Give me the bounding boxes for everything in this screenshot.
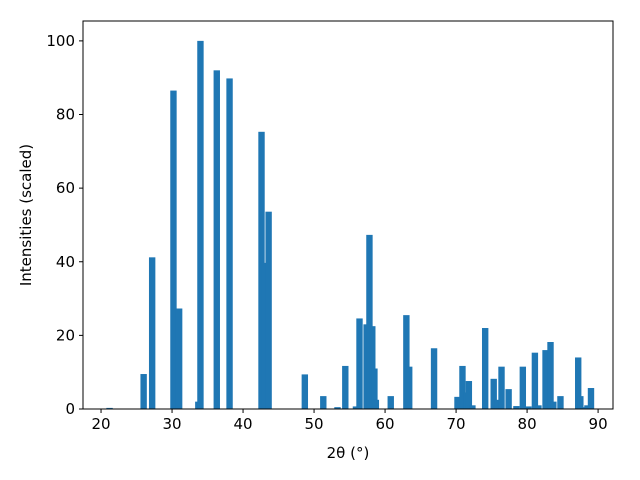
bar <box>170 90 177 409</box>
plot-frame <box>82 20 614 410</box>
bar <box>535 405 542 409</box>
bar <box>258 131 265 409</box>
bar <box>454 396 461 409</box>
y-tick-label: 0 <box>65 400 75 418</box>
bar <box>525 406 532 409</box>
x-tick-label: 30 <box>162 415 181 433</box>
bar <box>387 396 394 409</box>
bar <box>519 366 527 409</box>
bar <box>547 342 554 409</box>
y-tick-label: 60 <box>56 179 75 197</box>
y-tick-label: 40 <box>56 253 75 271</box>
bar <box>366 234 373 409</box>
bar <box>352 406 360 409</box>
bar <box>371 368 378 409</box>
bar <box>587 388 595 409</box>
bar <box>226 78 233 410</box>
bar <box>465 381 473 409</box>
bar <box>580 407 588 409</box>
bar <box>575 357 582 409</box>
bar <box>403 315 410 409</box>
x-tick-label: 50 <box>305 415 324 433</box>
bar <box>481 328 489 409</box>
bar <box>550 401 557 409</box>
x-tick-label: 70 <box>447 415 466 433</box>
bar <box>261 262 269 409</box>
bar <box>469 405 476 409</box>
bar <box>531 352 539 409</box>
x-tick-label: 90 <box>589 415 608 433</box>
bar <box>197 40 204 409</box>
x-tick-label: 80 <box>518 415 537 433</box>
bar <box>542 350 549 409</box>
bar <box>459 365 466 409</box>
bar <box>372 399 380 409</box>
x-tick-label: 20 <box>91 415 110 433</box>
bar <box>498 366 505 409</box>
y-axis-label: Intensities (scaled) <box>17 144 35 286</box>
bar <box>369 326 376 409</box>
bar <box>494 399 501 409</box>
y-tick-label: 80 <box>56 106 75 124</box>
bar <box>490 378 497 409</box>
bar <box>584 405 591 409</box>
bar <box>106 407 113 409</box>
bar <box>320 396 327 409</box>
bar <box>140 374 147 409</box>
bar <box>148 257 156 409</box>
bar <box>505 389 512 409</box>
bar <box>342 365 349 409</box>
x-tick-label: 40 <box>234 415 253 433</box>
bar <box>406 366 413 409</box>
bar <box>213 70 220 409</box>
bar <box>334 407 341 409</box>
bar <box>430 348 438 409</box>
y-tick-label: 100 <box>46 32 75 50</box>
bar <box>175 308 183 409</box>
x-tick-label: 60 <box>376 415 395 433</box>
bar <box>513 406 520 409</box>
bar <box>356 318 363 409</box>
bar <box>265 211 272 409</box>
y-tick-label: 20 <box>56 326 75 344</box>
bar <box>301 374 309 409</box>
bar <box>557 396 564 409</box>
bar <box>577 396 584 409</box>
x-axis-label: 2θ (°) <box>327 444 370 462</box>
